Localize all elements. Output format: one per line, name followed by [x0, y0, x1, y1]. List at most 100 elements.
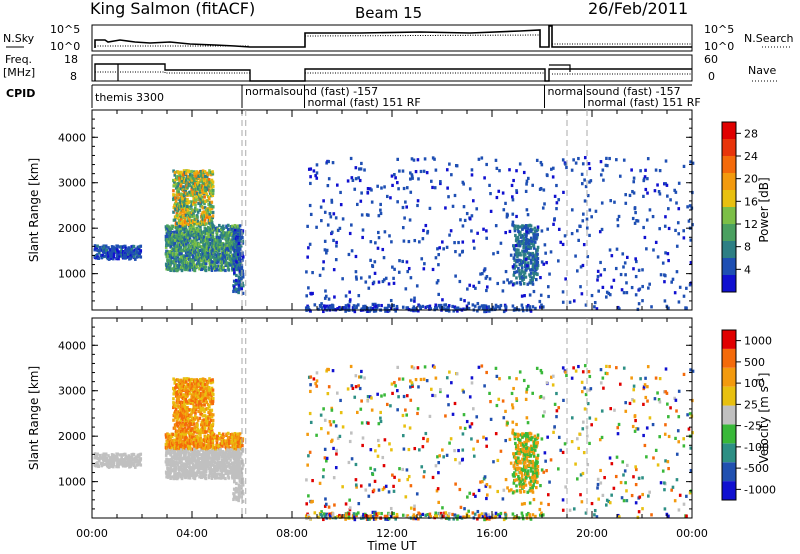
- velocity-cell: [179, 402, 183, 406]
- power-cell: [181, 196, 184, 200]
- power-cell: [202, 216, 206, 220]
- power-cell: [166, 234, 170, 239]
- power-cell: [645, 218, 649, 222]
- power-cell: [225, 252, 228, 257]
- power-cell: [523, 232, 526, 236]
- power-cell: [539, 275, 542, 280]
- velocity-cell: [182, 393, 185, 397]
- power-cell: [335, 244, 338, 248]
- power-cell: [350, 249, 354, 253]
- power-cell: [454, 249, 457, 254]
- velocity-cell: [189, 422, 192, 427]
- power-cell: [471, 303, 475, 307]
- power-cell: [667, 258, 670, 263]
- velocity-cell: [191, 416, 194, 420]
- power-cell: [691, 161, 695, 165]
- power-cell: [426, 305, 430, 309]
- velocity-cell: [175, 455, 179, 459]
- velocity-cell: [219, 462, 223, 466]
- velocity-cell: [239, 439, 243, 443]
- power-cell: [185, 266, 189, 270]
- velocity-cell: [234, 452, 237, 456]
- power-cell: [477, 280, 481, 285]
- power-cell: [644, 187, 648, 192]
- power-cell: [401, 226, 405, 230]
- velocity-cell: [111, 458, 115, 463]
- power-cell: [438, 246, 442, 250]
- power-cell: [488, 183, 491, 188]
- power-cell: [199, 225, 202, 229]
- power-cell: [572, 158, 575, 162]
- power-cell: [227, 231, 231, 235]
- power-cell: [181, 256, 185, 260]
- power-cell: [657, 189, 661, 194]
- velocity-cell: [190, 377, 193, 382]
- velocity-cell: [130, 459, 133, 463]
- power-cell: [491, 305, 495, 309]
- power-cell: [527, 246, 531, 251]
- power-cell: [388, 234, 391, 238]
- power-cell: [448, 233, 451, 237]
- power-cell: [109, 250, 113, 254]
- power-cell: [359, 199, 363, 203]
- power-cell: [614, 266, 618, 271]
- velocity-cell: [527, 469, 530, 473]
- power-cell: [188, 183, 192, 188]
- velocity-cell: [514, 441, 517, 446]
- power-cell: [517, 225, 521, 229]
- power-cell: [524, 189, 528, 194]
- velocity-cell: [215, 472, 219, 476]
- power-cell: [233, 285, 236, 289]
- velocity-cell: [192, 466, 196, 470]
- power-cell: [561, 300, 565, 304]
- power-cell: [173, 266, 176, 270]
- power-cell: [241, 229, 245, 233]
- power-cell: [192, 233, 196, 237]
- power-cell: [190, 261, 193, 265]
- power-cell: [211, 238, 215, 242]
- velocity-cell: [237, 454, 240, 458]
- power-cell: [335, 183, 339, 187]
- power-cell: [187, 238, 191, 243]
- velocity-cell: [172, 404, 176, 408]
- power-cell: [224, 249, 228, 253]
- power-cell: [663, 299, 667, 303]
- power-cell: [397, 270, 401, 274]
- power-cell: [673, 188, 676, 192]
- velocity-cell: [211, 390, 214, 394]
- power-cell: [531, 255, 534, 260]
- velocity-cell: [203, 403, 206, 407]
- velocity-cell: [139, 452, 143, 456]
- velocity-cell: [187, 454, 190, 458]
- velocity-cell: [205, 456, 208, 460]
- power-cell: [416, 203, 419, 208]
- power-cell: [235, 235, 239, 239]
- power-cell: [581, 162, 585, 166]
- power-cell: [227, 233, 231, 238]
- power-cell: [211, 210, 215, 215]
- power-cell: [677, 232, 681, 236]
- velocity-cell: [132, 463, 136, 467]
- power-cell: [193, 217, 197, 221]
- power-cell: [531, 282, 535, 286]
- velocity-cell: [203, 474, 206, 478]
- power-cell: [628, 193, 632, 198]
- velocity-cell: [176, 463, 180, 467]
- velocity-cell: [518, 451, 522, 456]
- power-cell: [193, 219, 197, 224]
- power-cell: [577, 156, 580, 161]
- velocity-cell: [173, 449, 177, 453]
- power-cell: [561, 290, 565, 294]
- velocity-cell: [207, 416, 210, 420]
- power-cell: [329, 215, 333, 219]
- velocity-cell: [222, 456, 226, 460]
- power-cell: [216, 260, 220, 264]
- power-cell: [188, 233, 192, 237]
- velocity-cell: [173, 438, 176, 442]
- velocity-cell: [112, 453, 115, 457]
- power-cell: [178, 218, 181, 223]
- velocity-cell: [224, 439, 227, 443]
- power-cell: [187, 250, 190, 254]
- power-cell: [166, 254, 170, 259]
- velocity-cell: [186, 406, 189, 410]
